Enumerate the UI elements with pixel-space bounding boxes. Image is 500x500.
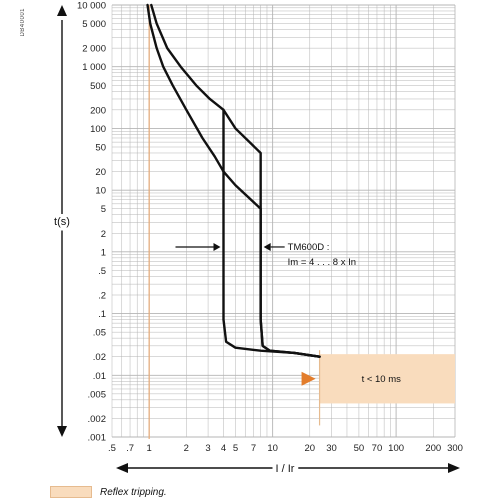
x-axis-label: I / Ir [276, 463, 295, 475]
y-tick-label: 20 [95, 167, 106, 178]
setting-label-line-2: Im = 4 . . . 8 x In [288, 257, 356, 268]
reflex-zone: t < 10 ms [301, 350, 455, 426]
trip-curve-magnetic-low [222, 108, 321, 358]
left-arrow-icon [263, 242, 271, 251]
y-tick-label: .5 [98, 266, 106, 277]
x-tick-label: .7 [126, 443, 134, 454]
setting-label-line-1: TM600D : [288, 242, 330, 253]
y-tick-label: 5 [101, 204, 106, 215]
y-tick-label: .002 [88, 414, 107, 425]
x-tick-label: 2 [184, 443, 189, 454]
y-tick-label: .005 [88, 389, 107, 400]
x-tick-label: 100 [388, 443, 404, 454]
y-axis-down-arrow-icon [57, 426, 67, 437]
y-tick-label: 1 [101, 247, 106, 258]
y-tick-label: 10 [95, 186, 106, 197]
y-tick-label: .05 [93, 328, 106, 339]
y-tick-label: 500 [90, 81, 106, 92]
y-axis-up-arrow-icon [57, 5, 67, 16]
x-tick-label: 7 [251, 443, 256, 454]
y-axis-label: t(s) [54, 216, 70, 228]
setting-annotation: TM600D : Im = 4 . . . 8 x In [288, 242, 356, 268]
y-tick-label: 2 000 [82, 44, 106, 55]
x-tick-label: 3 [205, 443, 210, 454]
y-tick-label: 1 000 [82, 62, 106, 73]
y-tick-label: .1 [98, 309, 106, 320]
tick-labels: 10 000 5 000 2 000 1 000 500 200 100 50 20 10 5 2 1.… [77, 1, 463, 455]
x-tick-label: 300 [447, 443, 463, 454]
y-axis: t(s) [51, 5, 73, 437]
x-tick-label: 10 [267, 443, 278, 454]
x-axis-right-arrow-icon [448, 463, 460, 473]
x-tick-label: 20 [305, 443, 316, 454]
legend: Reflex tripping. [50, 486, 167, 498]
trip-curve-lower [146, 3, 321, 358]
y-tick-label: 10 000 [77, 1, 106, 12]
y-tick-label: .01 [93, 371, 106, 382]
setting-arrows [175, 242, 285, 251]
y-tick-label: .2 [98, 290, 106, 301]
x-tick-label: 50 [354, 443, 365, 454]
x-tick-label: 200 [425, 443, 441, 454]
legend-swatch-reflex [50, 486, 92, 498]
right-arrow-icon [213, 242, 221, 251]
reflex-arrow-icon [301, 371, 316, 386]
reflex-tripping-zone [319, 354, 455, 404]
x-tick-label: 5 [233, 443, 238, 454]
y-tick-label: 2 [101, 229, 106, 240]
y-tick-label: .02 [93, 352, 106, 363]
y-tick-label: 100 [90, 124, 106, 135]
y-tick-label: 200 [90, 105, 106, 116]
reflex-label: t < 10 ms [362, 374, 402, 385]
y-tick-label: 5 000 [82, 19, 106, 30]
x-tick-label: 4 [221, 443, 226, 454]
y-tick-label: 50 [95, 143, 106, 154]
y-tick-label: .001 [88, 433, 107, 444]
x-tick-label: 30 [326, 443, 337, 454]
x-tick-label: 70 [372, 443, 383, 454]
x-axis-left-arrow-icon [116, 463, 128, 473]
trip-curves [146, 3, 321, 358]
x-axis: I / Ir [116, 459, 460, 479]
legend-label-reflex: Reflex tripping. [100, 486, 167, 498]
x-tick-label: 1 [147, 443, 152, 454]
x-tick-label: .5 [108, 443, 116, 454]
